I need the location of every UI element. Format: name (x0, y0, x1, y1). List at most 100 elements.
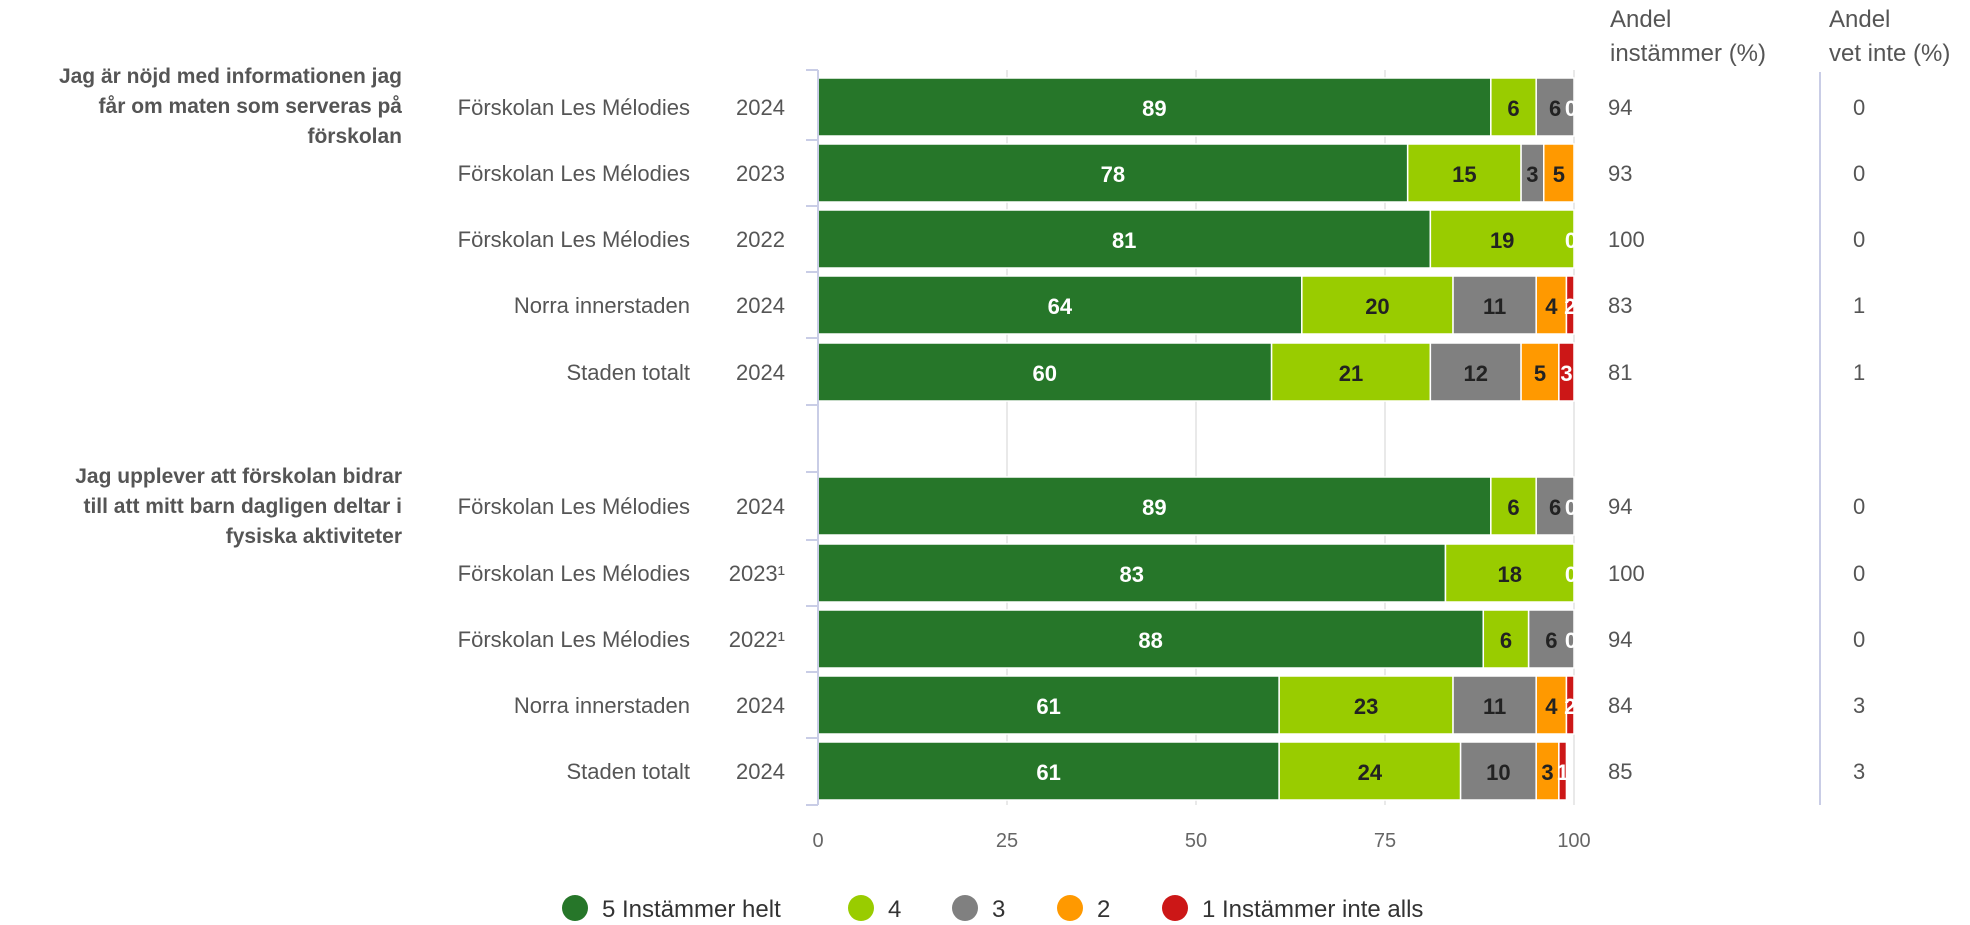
year-label: 2022¹ (729, 627, 785, 652)
bar-segment-label: 20 (1365, 294, 1389, 319)
bar-segment-label: 6 (1500, 628, 1512, 653)
bar-segment (817, 543, 1447, 603)
bar-segment (1452, 275, 1537, 335)
bar-segment-label: 3 (1541, 760, 1553, 785)
bar-segment (1452, 675, 1537, 735)
bar-segment-label: 1 (1557, 760, 1569, 785)
bar-segment (817, 741, 1280, 801)
bar-segment (817, 209, 1432, 269)
year-label: 2023 (736, 161, 785, 186)
bar-segment-label: 6 (1549, 495, 1561, 520)
bar-segment-label: 78 (1101, 162, 1125, 187)
bar-segment (817, 143, 1409, 203)
vet-inte-value: 0 (1853, 95, 1865, 120)
question-label: Jag upplever att förskolan bidrar (75, 465, 402, 488)
bar-segment (1444, 543, 1575, 603)
x-tick-label: 100 (1557, 830, 1590, 852)
bar-segment-label: 5 (1534, 361, 1546, 386)
legend-marker (1057, 895, 1083, 921)
row-label: Förskolan Les Mélodies (458, 561, 690, 586)
instammer-value: 85 (1608, 759, 1632, 784)
year-label: 2024 (736, 759, 785, 784)
year-label: 2022 (736, 227, 785, 252)
bar-zero-label: 0 (1565, 562, 1577, 587)
bar-segment (1565, 675, 1575, 735)
bar-segment-label: 89 (1142, 495, 1166, 520)
bar-segment (1565, 275, 1575, 335)
bar-segment-label: 10 (1486, 760, 1510, 785)
row-label: Förskolan Les Mélodies (458, 161, 690, 186)
bar-segment-label: 11 (1483, 694, 1506, 719)
bar-segment (1406, 143, 1522, 203)
bar-segment (1429, 209, 1575, 269)
row-label: Norra innerstaden (514, 693, 690, 718)
bar-zero-label: 0 (1565, 628, 1577, 653)
row-label: Staden totalt (566, 360, 690, 385)
bar-segment-label: 61 (1036, 760, 1060, 785)
col-header-vet-inte: Andel (1829, 6, 1890, 33)
bar-segment (817, 675, 1280, 735)
bar-segment (817, 609, 1485, 669)
instammer-value: 93 (1608, 161, 1632, 186)
bar-segment (817, 476, 1492, 536)
bar-segment (817, 275, 1303, 335)
row-labels: Jag är nöjd med informationen jag får om … (59, 65, 785, 784)
bar-segment (1535, 77, 1575, 137)
bar-segment (1535, 275, 1568, 335)
bar-segment (1270, 342, 1432, 402)
bar-segment (1429, 342, 1522, 402)
instammer-value: 81 (1608, 360, 1632, 385)
bar-segment-label: 3 (1526, 162, 1538, 187)
bar-segment-label: 4 (1545, 694, 1558, 719)
row-label: Förskolan Les Mélodies (458, 227, 690, 252)
vet-inte-value: 1 (1853, 360, 1865, 385)
bar-segment-label: 19 (1490, 228, 1514, 253)
bar-segment-label: 11 (1483, 294, 1506, 319)
bar-segment-label: 5 (1553, 162, 1565, 187)
legend-marker (1162, 895, 1188, 921)
question-label: får om maten som serveras på (99, 95, 403, 118)
bar-segment (1558, 741, 1568, 801)
bar-segment-label: 2 (1564, 694, 1576, 719)
instammer-value: 83 (1608, 293, 1632, 318)
bar-segment-label: 89 (1142, 96, 1166, 121)
bar-segment-label: 23 (1354, 694, 1378, 719)
bar-segment (1520, 342, 1560, 402)
year-label: 2024 (736, 494, 785, 519)
bar-segment-label: 18 (1497, 562, 1521, 587)
row-label: Norra innerstaden (514, 293, 690, 318)
vet-inte-value: 0 (1853, 561, 1865, 586)
bar-segment-label: 6 (1507, 96, 1519, 121)
legend-label: 5 Instämmer helt (602, 896, 781, 923)
vet-inte-value: 3 (1853, 693, 1865, 718)
col-header-instammer: instämmer (%) (1610, 40, 1766, 67)
instammer-value: 94 (1608, 494, 1632, 519)
bar-segment-label: 6 (1545, 628, 1557, 653)
bar-segment-label: 88 (1138, 628, 1162, 653)
x-tick-label: 75 (1374, 830, 1396, 852)
bar-segment-label: 4 (1545, 294, 1558, 319)
row-label: Förskolan Les Mélodies (458, 494, 690, 519)
legend-marker (848, 895, 874, 921)
legend-marker (562, 895, 588, 921)
legend: 5 Instämmer helt 4 3 2 1 Instämmer inte alls (562, 895, 1423, 923)
bar-segment-label: 3 (1560, 361, 1572, 386)
x-tick-label: 0 (812, 830, 823, 852)
col-header-instammer: Andel (1610, 6, 1671, 33)
instammer-value: 100 (1608, 561, 1645, 586)
bar-segment-label: 2 (1564, 294, 1576, 319)
bar-segment-label: 64 (1048, 294, 1073, 319)
bar-segment (1558, 342, 1575, 402)
bar-zero-label: 0 (1565, 96, 1577, 121)
side-columns: Andel instämmer (%) Andel vet inte (%) 94 0 93… (1608, 6, 1950, 805)
question-label: till att mitt barn dagligen deltar i (83, 495, 402, 518)
row-label: Förskolan Les Mélodies (458, 627, 690, 652)
legend-label: 4 (888, 896, 901, 923)
bar-segment-label: 83 (1119, 562, 1143, 587)
x-axis: 0 25 50 75 100 (806, 69, 1591, 852)
vet-inte-value: 0 (1853, 627, 1865, 652)
question-label: förskolan (307, 125, 402, 148)
year-label: 2024 (736, 95, 785, 120)
year-label: 2024 (736, 360, 785, 385)
